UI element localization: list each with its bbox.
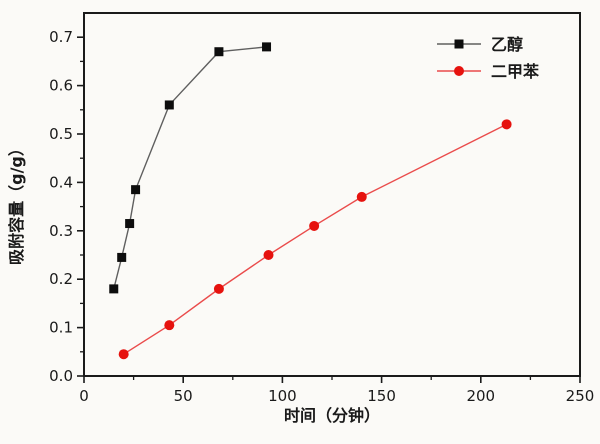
y-tick-label: 0.3 (49, 222, 73, 240)
data-point-乙醇-3 (131, 185, 141, 195)
y-axis-title: 吸附容量（g/g） (7, 140, 26, 265)
data-point-二甲苯-0 (118, 349, 129, 360)
data-point-乙醇-5 (214, 47, 224, 57)
data-point-二甲苯-6 (501, 119, 512, 130)
y-tick-label: 0.1 (49, 319, 73, 337)
x-tick-label: 250 (566, 387, 595, 405)
x-axis-title: 时间（分钟） (284, 406, 380, 425)
data-point-乙醇-0 (109, 284, 119, 294)
x-tick-label: 200 (466, 387, 495, 405)
y-tick-label: 0.7 (49, 28, 73, 46)
series-line-xylene (123, 123, 507, 355)
data-point-乙醇-1 (117, 252, 127, 262)
data-point-二甲苯-2 (213, 283, 224, 294)
data-point-二甲苯-4 (309, 220, 320, 231)
y-tick-label: 0.5 (49, 125, 73, 143)
data-point-乙醇-6 (262, 42, 272, 52)
legend-marker-circle (454, 66, 464, 76)
data-point-乙醇-2 (125, 219, 135, 229)
data-point-乙醇-4 (164, 100, 174, 110)
data-point-二甲苯-1 (164, 320, 175, 331)
x-tick-label: 100 (268, 387, 297, 405)
y-tick-label: 0.0 (49, 367, 73, 385)
y-tick-label: 0.2 (49, 270, 73, 288)
x-tick-label: 50 (174, 387, 193, 405)
x-tick-label: 150 (367, 387, 396, 405)
data-point-二甲苯-3 (263, 250, 274, 260)
data-point-二甲苯-5 (356, 191, 367, 202)
x-tick-label: 0 (79, 387, 89, 405)
y-tick-label: 0.6 (49, 77, 73, 95)
legend-label-ethanol: 乙醇 (491, 35, 523, 54)
legend-label-xylene: 二甲苯 (491, 62, 540, 81)
y-tick-label: 0.4 (49, 173, 73, 191)
legend-marker-square (454, 39, 464, 49)
series-line-ethanol (113, 46, 267, 290)
